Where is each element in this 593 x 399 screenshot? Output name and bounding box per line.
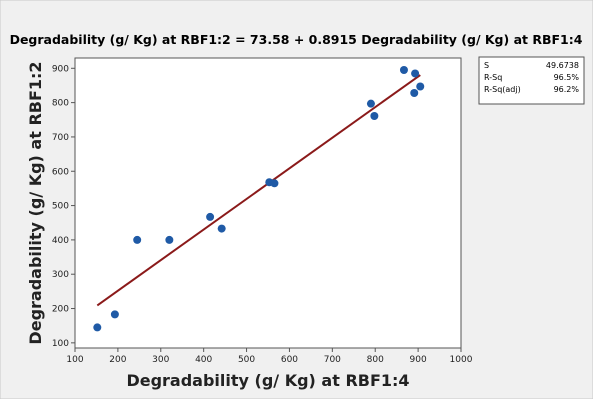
- x-axis-label: Degradability (g/ Kg) at RBF1:4: [126, 371, 409, 390]
- data-point: [366, 99, 375, 108]
- y-tick-label: 100: [52, 339, 69, 349]
- x-tick-label: 200: [109, 355, 126, 365]
- y-axis-label: Degradability (g/ Kg) at RBF1:2: [26, 61, 45, 344]
- x-tick-label: 900: [410, 355, 427, 365]
- data-point: [93, 323, 102, 332]
- stats-value: 96.5%: [554, 73, 580, 82]
- data-point: [217, 224, 226, 233]
- x-tick-label: 300: [152, 355, 169, 365]
- y-tick-label: 900: [52, 64, 69, 74]
- x-tick-label: 600: [281, 355, 298, 365]
- y-tick-label: 500: [52, 202, 69, 212]
- data-point: [165, 235, 174, 244]
- x-axis-ticks: 100 200 300 400 500 600 700 800 900 1000: [66, 348, 473, 365]
- plot-area: [74, 57, 462, 349]
- data-point: [270, 179, 279, 188]
- y-tick-label: 700: [52, 133, 69, 143]
- x-tick-label: 500: [238, 355, 255, 365]
- data-point: [411, 69, 420, 78]
- data-point: [206, 212, 215, 221]
- y-tick-label: 300: [52, 270, 69, 280]
- stats-label: S: [484, 61, 489, 70]
- y-tick-label: 600: [52, 167, 69, 177]
- stats-table-box: [478, 56, 585, 105]
- y-tick-label: 200: [52, 305, 69, 315]
- data-point: [370, 112, 379, 120]
- regression-fit-line: [96, 74, 421, 307]
- chart-title: Degradability (g/ Kg) at RBF1:2 = 73.58 …: [10, 32, 583, 47]
- x-tick-label: 800: [367, 355, 384, 365]
- data-point: [110, 310, 119, 319]
- stats-value: 49.6738: [546, 61, 579, 70]
- x-tick-label: 100: [66, 355, 83, 365]
- stats-label: R-Sq(adj): [484, 85, 521, 94]
- data-point: [399, 66, 408, 75]
- data-points: [93, 66, 425, 332]
- x-tick-label: 400: [195, 355, 212, 365]
- y-axis-ticks: 100 200 300 400 500 600 700 800 900: [52, 64, 75, 349]
- y-tick-label: 800: [52, 99, 69, 109]
- stats-value: 96.2%: [554, 85, 580, 94]
- x-tick-label: 1000: [450, 355, 473, 365]
- stats-table: S 49.6738 R-Sq 96.5% R-Sq(adj) 96.2%: [478, 56, 585, 105]
- data-point: [133, 235, 142, 244]
- stats-label: R-Sq: [484, 73, 502, 82]
- x-tick-label: 700: [324, 355, 341, 365]
- y-tick-label: 400: [52, 236, 69, 246]
- data-point: [416, 82, 425, 91]
- data-point: [410, 89, 419, 98]
